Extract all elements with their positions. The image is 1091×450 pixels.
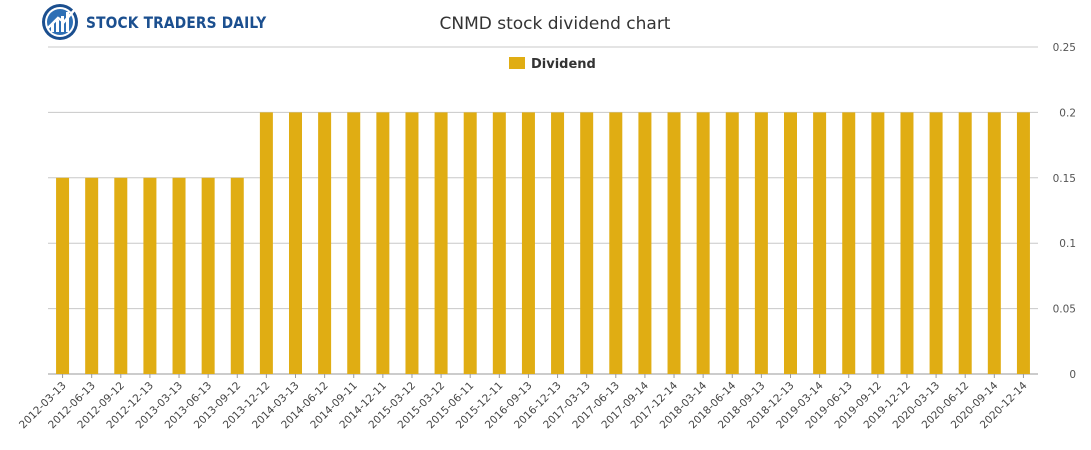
y-axis: 0 0.05 0.1 0.15 0.2 0.25 [1053, 42, 1076, 381]
bar[interactable] [580, 112, 594, 375]
bar[interactable] [609, 112, 623, 375]
chart-legend: Dividend [509, 57, 596, 72]
bar[interactable] [376, 112, 390, 375]
chart-title: CNMD stock dividend chart [440, 14, 671, 34]
bar[interactable] [318, 112, 332, 375]
bar[interactable] [114, 177, 128, 374]
legend-label-dividend: Dividend [531, 57, 596, 72]
bar[interactable] [784, 112, 797, 375]
bar[interactable] [56, 177, 70, 374]
bar[interactable] [958, 112, 972, 375]
bar[interactable] [900, 112, 914, 375]
bar[interactable] [289, 112, 302, 375]
bar[interactable] [201, 177, 215, 374]
bar[interactable] [754, 112, 768, 375]
bar[interactable] [638, 112, 652, 375]
bar[interactable] [842, 112, 856, 375]
bar[interactable] [696, 112, 710, 375]
y-tick-label: 0.05 [1053, 304, 1076, 316]
y-tick-label: 0.15 [1053, 173, 1076, 185]
y-tick-label: 0.1 [1059, 238, 1076, 250]
bar[interactable] [347, 112, 361, 375]
bar[interactable] [551, 112, 565, 375]
bar[interactable] [725, 112, 739, 375]
bar-series-dividend [56, 112, 1030, 375]
bar[interactable] [405, 112, 419, 375]
brand-name: STOCK TRADERS DAILY [86, 13, 267, 32]
bar[interactable] [813, 112, 827, 375]
bar[interactable] [929, 112, 943, 375]
y-tick-label: 0.2 [1059, 107, 1076, 119]
y-tick-label: 0 [1069, 369, 1076, 381]
bar[interactable] [492, 112, 506, 375]
y-tick-label: 0.25 [1053, 42, 1076, 54]
brand-logo[interactable]: STOCK TRADERS DAILY [40, 2, 266, 42]
x-axis: 2012-03-132012-06-132012-09-122012-12-13… [17, 374, 1030, 431]
globe-chart-logo-icon [42, 4, 79, 40]
grid-lines [48, 46, 1038, 375]
bar[interactable] [85, 177, 99, 374]
bar[interactable] [143, 177, 157, 374]
bar[interactable] [521, 112, 535, 375]
bar[interactable] [230, 177, 244, 374]
bar[interactable] [1016, 112, 1030, 375]
bar[interactable] [871, 112, 885, 375]
bar[interactable] [987, 112, 1001, 375]
bar[interactable] [172, 177, 186, 374]
bar[interactable] [667, 112, 681, 375]
legend-swatch-dividend [509, 57, 525, 69]
bar[interactable] [434, 112, 448, 375]
bar[interactable] [259, 112, 273, 375]
bar[interactable] [463, 112, 477, 375]
